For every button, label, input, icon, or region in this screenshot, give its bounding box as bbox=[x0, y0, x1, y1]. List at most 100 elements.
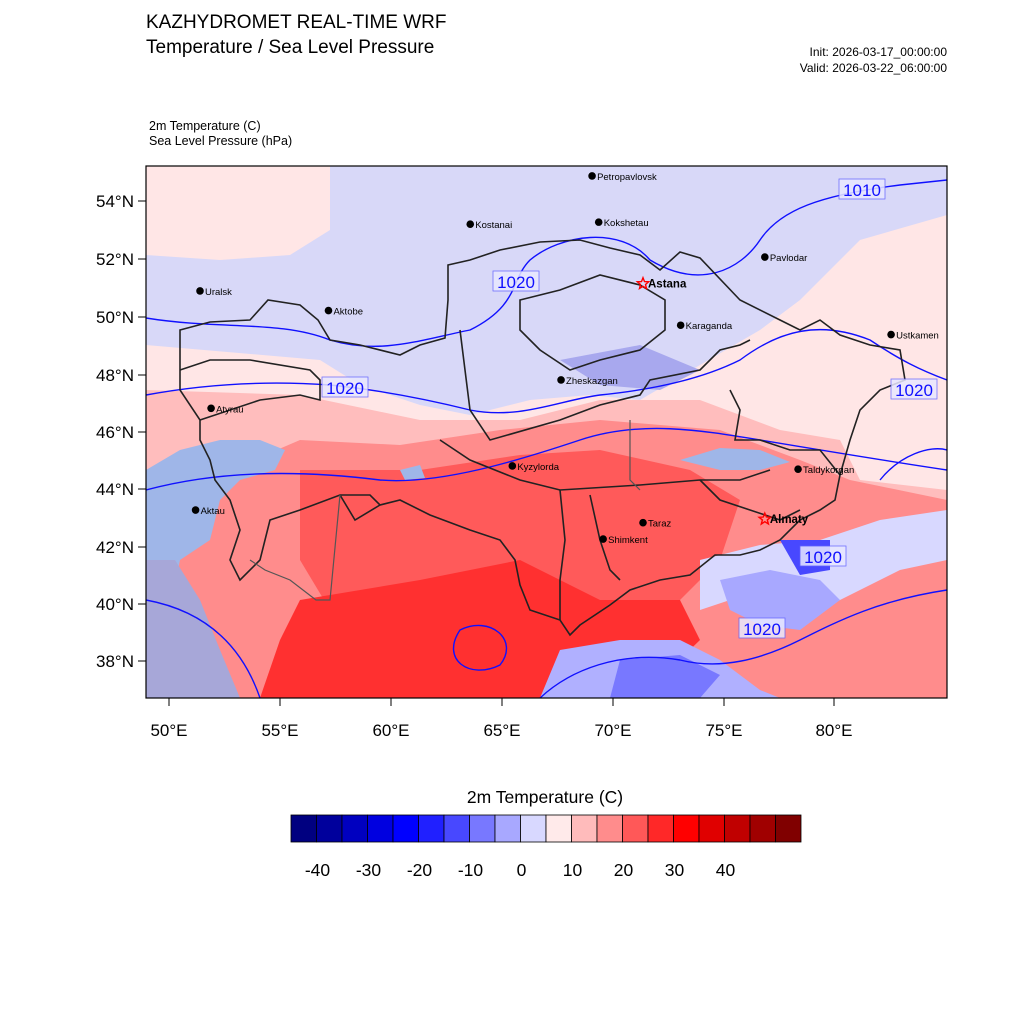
colorbar-swatch bbox=[316, 814, 343, 843]
city-label: Kostanai bbox=[475, 220, 512, 231]
colorbar-swatch bbox=[341, 814, 368, 843]
capital-star-icon bbox=[635, 275, 651, 291]
isobar-labels: 1010 1020 1020 1020 1020 1020 bbox=[321, 178, 938, 639]
lon-label: 60°E bbox=[372, 721, 409, 740]
latitude-axis: 54°N 52°N 50°N 48°N 46°N 44°N 42°N 40°N 38°N bbox=[96, 192, 146, 671]
lat-label: 52°N bbox=[96, 250, 134, 269]
city-label: Kyzylorda bbox=[517, 462, 559, 473]
city-label: Uralsk bbox=[205, 287, 232, 298]
colorbar-swatch bbox=[443, 814, 470, 843]
isobar-label-box bbox=[492, 270, 540, 292]
lon-label: 70°E bbox=[594, 721, 631, 740]
isobar-label: 1020 bbox=[743, 620, 781, 639]
lat-label: 44°N bbox=[96, 480, 134, 499]
city-label: Taraz bbox=[648, 519, 671, 530]
temperature-colorbar bbox=[290, 814, 802, 843]
colorbar-swatch bbox=[545, 814, 572, 843]
city-label: Atyrau bbox=[216, 404, 243, 415]
colorbar-swatch bbox=[469, 814, 496, 843]
city-dot bbox=[887, 330, 895, 339]
city-dot bbox=[324, 306, 333, 315]
title-line1: KAZHYDROMET REAL-TIME WRF bbox=[146, 12, 447, 33]
isobar-label-box bbox=[321, 376, 369, 398]
colorbar-swatch bbox=[571, 814, 598, 843]
isobar-label: 1010 bbox=[843, 181, 881, 200]
colorbar-swatch bbox=[392, 814, 419, 843]
lat-label: 40°N bbox=[96, 595, 134, 614]
city-label: Taldykorgan bbox=[803, 465, 854, 476]
isobar-label-box bbox=[738, 617, 786, 639]
temperature-field bbox=[146, 166, 947, 698]
lat-label: 50°N bbox=[96, 308, 134, 327]
capital-star-icon bbox=[757, 511, 773, 526]
city-markers: Petropavlovsk Kostanai Kokshetau Pavlodar Ur… bbox=[191, 172, 939, 546]
colorbar-tick-label: -10 bbox=[457, 860, 484, 880]
city-dot bbox=[594, 218, 603, 226]
isobar-label-box bbox=[890, 378, 938, 400]
colorbar-swatch bbox=[596, 814, 623, 843]
city-dot bbox=[191, 506, 200, 514]
isobar-label-box bbox=[838, 178, 886, 200]
valid-time: Valid: 2026-03-22_06:00:00 bbox=[799, 61, 947, 75]
city-dot bbox=[557, 376, 565, 384]
city-dot bbox=[794, 465, 802, 473]
neighbour-borders bbox=[249, 420, 641, 601]
colorbar-swatch bbox=[494, 814, 521, 843]
isobar-label: 1020 bbox=[497, 273, 535, 292]
colorbar-swatch bbox=[418, 814, 445, 843]
colorbar-swatch bbox=[698, 814, 725, 843]
colorbar-swatch bbox=[673, 814, 700, 843]
city-label: Ustkamen bbox=[896, 331, 939, 342]
lat-label: 48°N bbox=[96, 366, 134, 385]
colorbar-swatch bbox=[647, 814, 674, 843]
city-label: Aktobe bbox=[333, 307, 363, 318]
city-dot bbox=[761, 253, 769, 261]
temperature-variable-label: 2m Temperature (C) bbox=[149, 119, 261, 133]
lon-label: 75°E bbox=[705, 721, 742, 740]
city-dot bbox=[466, 220, 475, 228]
colorbar-swatch bbox=[749, 814, 776, 843]
city-label: Aktau bbox=[201, 506, 225, 517]
city-dot bbox=[207, 404, 215, 413]
colorbar-title: 2m Temperature (C) bbox=[466, 787, 624, 807]
lon-label: 50°E bbox=[150, 721, 187, 740]
isobar-label: 1020 bbox=[895, 381, 933, 400]
colorbar-swatch bbox=[520, 814, 547, 843]
colorbar-tick-label: 20 bbox=[613, 860, 634, 880]
colorbar-swatch bbox=[290, 814, 317, 843]
colorbar-tick-label: 0 bbox=[516, 860, 527, 880]
city-label: Almaty bbox=[770, 514, 809, 526]
colorbar-tick-label: -20 bbox=[406, 860, 433, 880]
lat-label: 42°N bbox=[96, 538, 134, 557]
colorbar-tick-label: -40 bbox=[304, 860, 331, 880]
city-label: Petropavlovsk bbox=[597, 172, 657, 183]
city-dot bbox=[639, 518, 647, 527]
colorbar-swatch bbox=[724, 814, 751, 843]
pressure-variable-label: Sea Level Pressure (hPa) bbox=[149, 134, 293, 148]
colorbar-tick-label: 30 bbox=[664, 860, 685, 880]
kazakhstan-regions bbox=[179, 239, 906, 637]
city-label: Pavlodar bbox=[770, 253, 808, 264]
colorbar-tick-label: 10 bbox=[562, 860, 583, 880]
city-label: Shimkent bbox=[608, 535, 648, 546]
city-dot bbox=[508, 462, 517, 470]
city-label: Kokshetau bbox=[604, 218, 649, 229]
colorbar-tick-label: -30 bbox=[355, 860, 382, 880]
title-line2: Temperature / Sea Level Pressure bbox=[146, 37, 435, 58]
lat-label: 54°N bbox=[96, 192, 134, 211]
lon-label: 80°E bbox=[815, 721, 852, 740]
city-dot bbox=[599, 535, 607, 543]
isobar-label: 1020 bbox=[804, 548, 842, 567]
city-dot bbox=[588, 172, 596, 180]
longitude-axis: 50°E 55°E 60°E 65°E 70°E 75°E 80°E bbox=[150, 698, 853, 740]
city-dot bbox=[676, 321, 685, 330]
city-label: Zheskazgan bbox=[566, 376, 618, 387]
lat-label: 38°N bbox=[96, 652, 134, 671]
city-label: Karaganda bbox=[686, 321, 733, 332]
colorbar-swatch bbox=[622, 814, 649, 843]
lon-label: 65°E bbox=[483, 721, 520, 740]
isobar-label-box bbox=[799, 545, 847, 567]
city-label: Astana bbox=[648, 279, 687, 291]
colorbar-swatch bbox=[775, 814, 802, 843]
city-dot bbox=[196, 287, 204, 295]
